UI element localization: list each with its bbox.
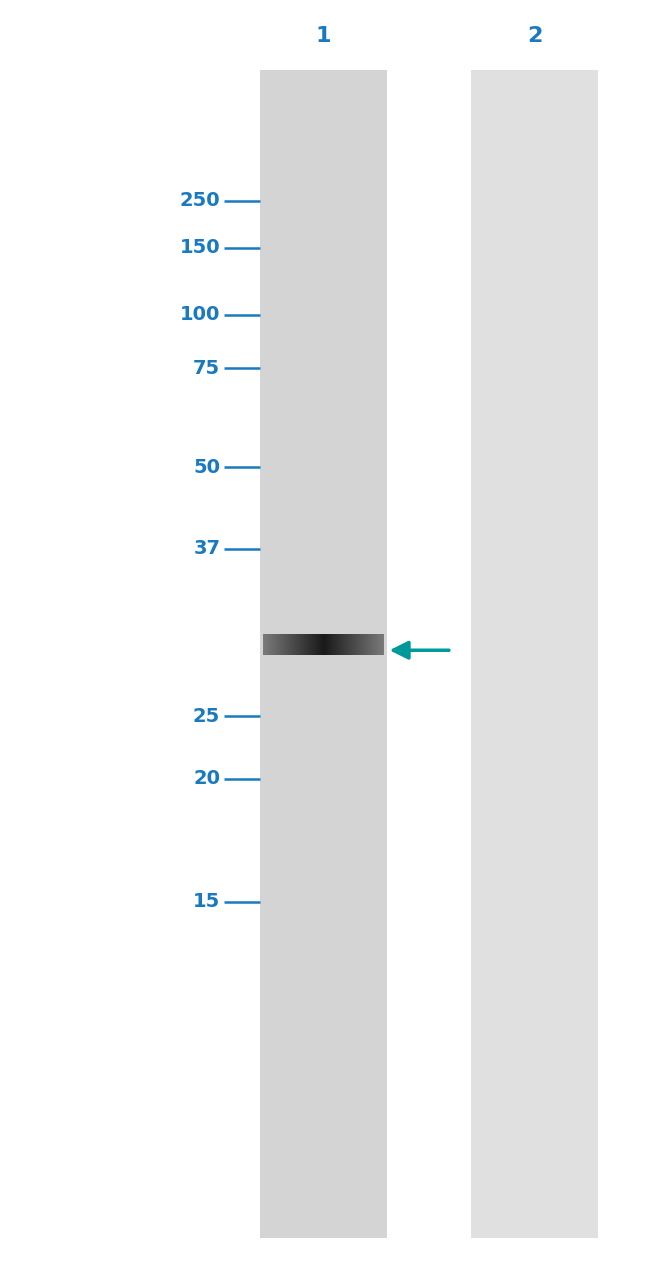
Text: 15: 15 [193, 893, 220, 911]
Text: 100: 100 [180, 306, 220, 324]
Text: 250: 250 [179, 192, 220, 210]
Text: 150: 150 [179, 239, 220, 257]
Text: 2: 2 [527, 25, 542, 46]
Text: 37: 37 [193, 540, 220, 558]
Text: 20: 20 [193, 770, 220, 787]
Text: 25: 25 [193, 707, 220, 725]
Bar [471, 70, 598, 1238]
Text: 50: 50 [193, 458, 220, 476]
Bar [260, 70, 387, 1238]
Text: 75: 75 [193, 359, 220, 377]
Text: 1: 1 [316, 25, 331, 46]
